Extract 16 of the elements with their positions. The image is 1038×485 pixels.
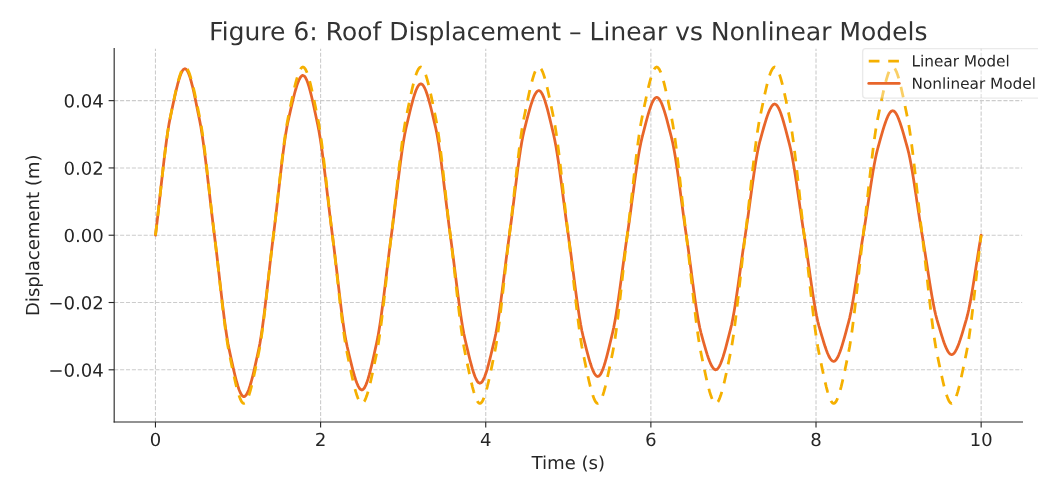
y-tick-label: 0.02: [64, 161, 102, 176]
chart-title: Figure 6: Roof Displacement – Linear vs Nonlinear Models: [211, 21, 927, 46]
y-tick-label: −0.04: [50, 363, 103, 377]
y-axis-title: Displacement (m): [25, 156, 43, 315]
x-tick-label: 0: [150, 432, 161, 447]
x-tick-label: 10: [971, 432, 992, 447]
legend-label: Nonlinear Model: [913, 77, 1035, 90]
x-tick-label: 2: [316, 432, 325, 447]
y-tick-label: 0.00: [64, 228, 103, 243]
y-tick-label: 0.04: [64, 94, 103, 108]
x-tick-label: 4: [480, 432, 491, 447]
x-axis-title: Time (s): [531, 455, 604, 472]
legend-label: Linear Model: [913, 54, 1009, 67]
x-tick-label: 6: [646, 432, 656, 447]
x-tick-label: 8: [811, 432, 821, 447]
y-tick-label: −0.02: [50, 295, 102, 310]
